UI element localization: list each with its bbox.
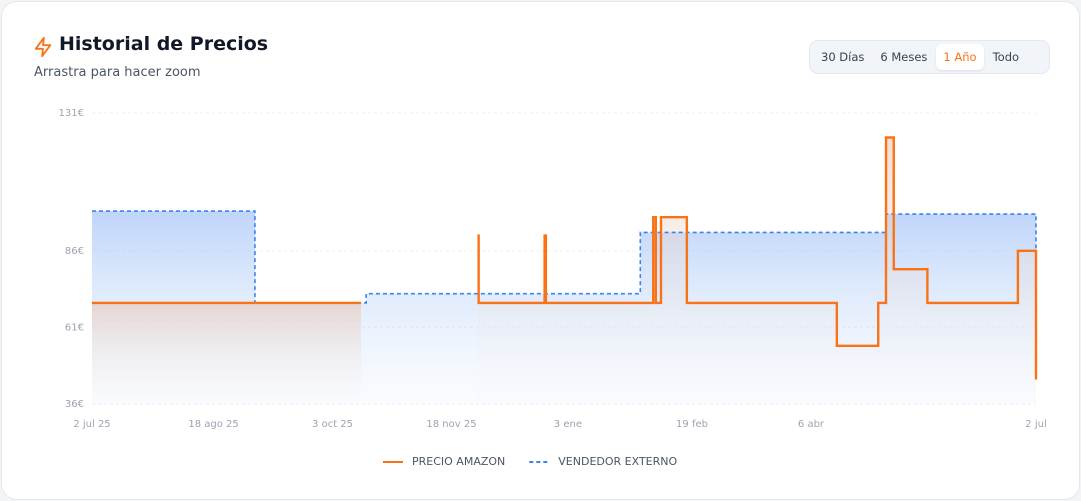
subtitle: Arrastra para hacer zoom	[34, 65, 201, 80]
x-tick-label: 2 jul 25	[73, 419, 110, 430]
area	[92, 302, 361, 404]
legend-label: VENDEDOR EXTERNO	[558, 455, 677, 468]
y-tick-label: 86€	[65, 246, 84, 257]
x-tick-label: 19 feb	[676, 419, 708, 430]
y-tick-label: 131€	[59, 108, 84, 119]
legend-label: PRECIO AMAZON	[412, 455, 505, 468]
range-tab[interactable]: 6 Meses	[880, 50, 928, 64]
range-tabs: 30 Días 6 Meses 1 Año Todo	[809, 40, 1050, 74]
area	[477, 137, 1037, 405]
bolt-icon	[34, 36, 52, 58]
title: Historial de Precios	[59, 33, 269, 55]
y-tick-label: 61€	[65, 322, 84, 333]
x-tick-label: 2 jul	[1025, 419, 1046, 430]
range-tab[interactable]: 30 Días	[821, 50, 865, 64]
x-tick-label: 6 abr	[798, 419, 825, 430]
x-tick-label: 18 nov 25	[426, 419, 476, 430]
range-tab[interactable]: 1 Año	[936, 44, 984, 70]
range-tab[interactable]: Todo	[992, 50, 1020, 64]
price-line	[477, 136, 1038, 380]
x-tick-label: 18 ago 25	[188, 419, 238, 430]
x-tick-label: 3 ene	[554, 419, 582, 430]
price-line	[92, 210, 1037, 304]
x-tick-label: 3 oct 25	[312, 419, 353, 430]
y-tick-label: 36€	[65, 399, 84, 410]
